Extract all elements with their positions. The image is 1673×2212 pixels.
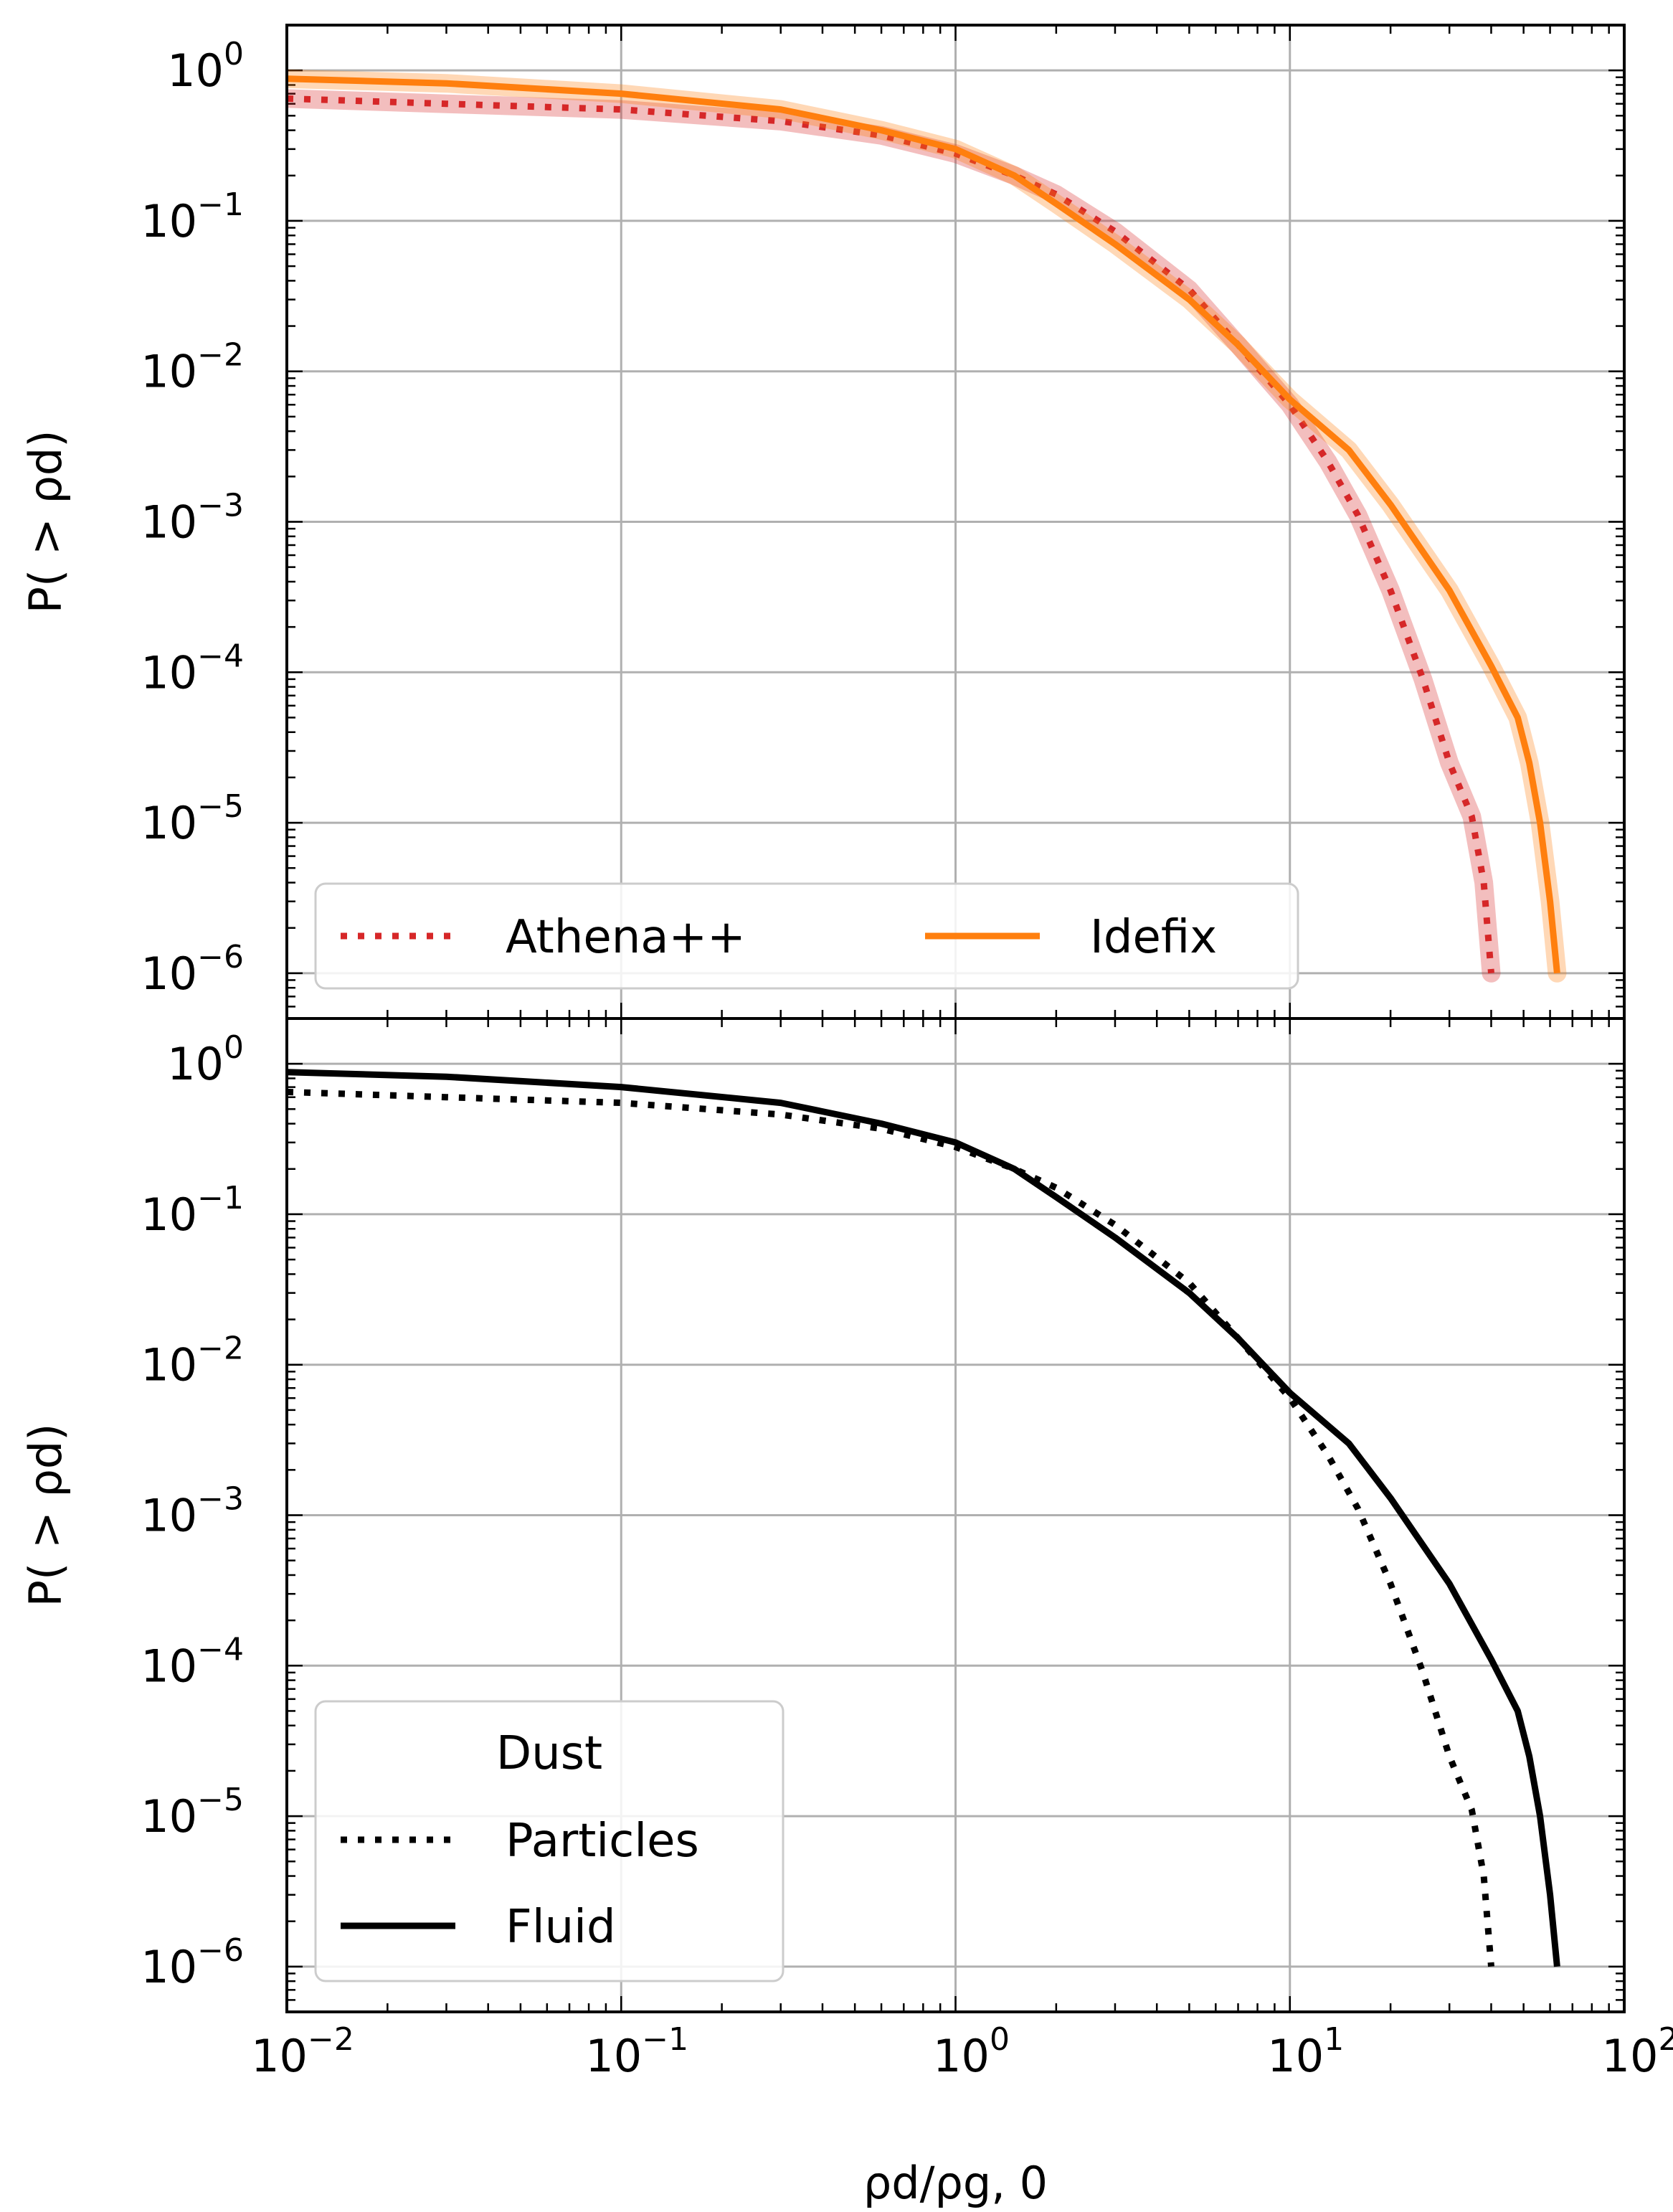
y-tick-label-base: 10 bbox=[141, 1640, 197, 1692]
x-tick-label-exp: 2 bbox=[1658, 2021, 1673, 2058]
y-tick-label-base: 10 bbox=[141, 947, 197, 1000]
bottom-panel-plot bbox=[287, 1069, 1560, 1967]
x-axis-label: ρd/ρg, 0 bbox=[863, 2157, 1048, 2209]
x-tick-label-base: 10 bbox=[1602, 2030, 1659, 2082]
y-tick-label: 10−2 bbox=[141, 1330, 244, 1391]
y-tick-label-exp: −5 bbox=[197, 788, 244, 825]
x-tick-label: 101 bbox=[1267, 2021, 1344, 2082]
bottom-panel-frame bbox=[285, 1017, 1626, 2013]
y-tick-label-exp: −2 bbox=[197, 337, 244, 374]
bottom-panel-legend: Dust Particles Fluid bbox=[314, 1700, 785, 1982]
y-tick-label-exp: −1 bbox=[197, 1180, 244, 1216]
y-tick-label: 10−6 bbox=[141, 939, 244, 1000]
y-tick-label-exp: −2 bbox=[197, 1330, 244, 1367]
legend-label: Fluid bbox=[506, 1901, 616, 1954]
y-tick-label: 100 bbox=[167, 36, 244, 97]
y-tick-label-base: 10 bbox=[141, 1941, 197, 1993]
legend-label: Athena++ bbox=[506, 911, 746, 964]
legend-frame bbox=[314, 1700, 785, 1982]
fluid-series-line bbox=[287, 1069, 1560, 1967]
x-tick-label: 10−2 bbox=[251, 2021, 354, 2082]
y-tick-label: 10−4 bbox=[141, 1631, 244, 1692]
x-tick-label: 10−1 bbox=[585, 2021, 688, 2082]
y-tick-label: 10−1 bbox=[141, 1180, 244, 1241]
top-panel-legend: Athena++ Idefix bbox=[314, 882, 1299, 990]
top-panel-plot bbox=[287, 69, 1567, 983]
y-tick-label: 10−3 bbox=[141, 488, 244, 549]
top-panel-grid bbox=[285, 25, 1626, 1018]
y-tick-label-exp: 0 bbox=[224, 36, 244, 72]
y-tick-label: 10−2 bbox=[141, 337, 244, 398]
idefix-series-line bbox=[287, 75, 1560, 974]
y-tick-label: 10−1 bbox=[141, 186, 244, 247]
x-tick-label-base: 10 bbox=[251, 2030, 308, 2082]
y-tick-label-exp: −6 bbox=[197, 939, 244, 975]
y-tick-label: 100 bbox=[167, 1029, 244, 1090]
x-tick-label: 100 bbox=[933, 2021, 1010, 2082]
y-tick-label-base: 10 bbox=[141, 797, 197, 849]
y-tick-label-base: 10 bbox=[167, 44, 224, 97]
y-tick-label-exp: −5 bbox=[197, 1782, 244, 1818]
athena-series-line bbox=[287, 95, 1494, 974]
y-tick-label: 10−6 bbox=[141, 1932, 244, 1993]
y-tick-label-base: 10 bbox=[141, 1790, 197, 1843]
y-tick-label-base: 10 bbox=[141, 195, 197, 247]
legend-title: Dust bbox=[496, 1727, 602, 1780]
legend-label: Idefix bbox=[1090, 911, 1217, 964]
x-tick-label: 102 bbox=[1602, 2021, 1673, 2082]
athena-series-band bbox=[287, 89, 1501, 983]
x-tick-label-base: 10 bbox=[933, 2030, 990, 2082]
top-panel-y-axis-label: P( > ρd) bbox=[19, 430, 72, 614]
y-tick-label: 10−4 bbox=[141, 638, 244, 699]
x-tick-label-exp: 1 bbox=[1324, 2021, 1344, 2058]
y-tick-label-exp: −1 bbox=[197, 186, 244, 223]
x-tick-label-base: 10 bbox=[1267, 2030, 1324, 2082]
y-tick-label-exp: −3 bbox=[197, 1481, 244, 1518]
y-tick-label-exp: −6 bbox=[197, 1932, 244, 1969]
y-tick-label-base: 10 bbox=[141, 1188, 197, 1241]
y-tick-label: 10−3 bbox=[141, 1481, 244, 1542]
y-tick-label-exp: 0 bbox=[224, 1029, 244, 1066]
y-tick-label-base: 10 bbox=[141, 1490, 197, 1542]
y-tick-label-base: 10 bbox=[167, 1038, 224, 1090]
x-tick-label-exp: −2 bbox=[308, 2021, 354, 2058]
particles-series-line bbox=[287, 1088, 1494, 1967]
x-tick-label-exp: 0 bbox=[990, 2021, 1010, 2058]
y-tick-label-base: 10 bbox=[141, 646, 197, 699]
y-tick-label-exp: −4 bbox=[197, 638, 244, 674]
x-tick-label-base: 10 bbox=[585, 2030, 642, 2082]
y-tick-label-base: 10 bbox=[141, 496, 197, 549]
x-tick-label-exp: −1 bbox=[642, 2021, 688, 2058]
bottom-panel-y-axis-label: P( > ρd) bbox=[19, 1424, 72, 1607]
y-tick-label-exp: −4 bbox=[197, 1631, 244, 1668]
y-tick-label-base: 10 bbox=[141, 346, 197, 398]
legend-frame bbox=[314, 882, 1299, 990]
legend-label: Particles bbox=[506, 1815, 699, 1868]
y-tick-label-base: 10 bbox=[141, 1339, 197, 1391]
y-tick-label-exp: −3 bbox=[197, 488, 244, 524]
y-tick-label: 10−5 bbox=[141, 788, 244, 849]
y-tick-label: 10−5 bbox=[141, 1782, 244, 1843]
